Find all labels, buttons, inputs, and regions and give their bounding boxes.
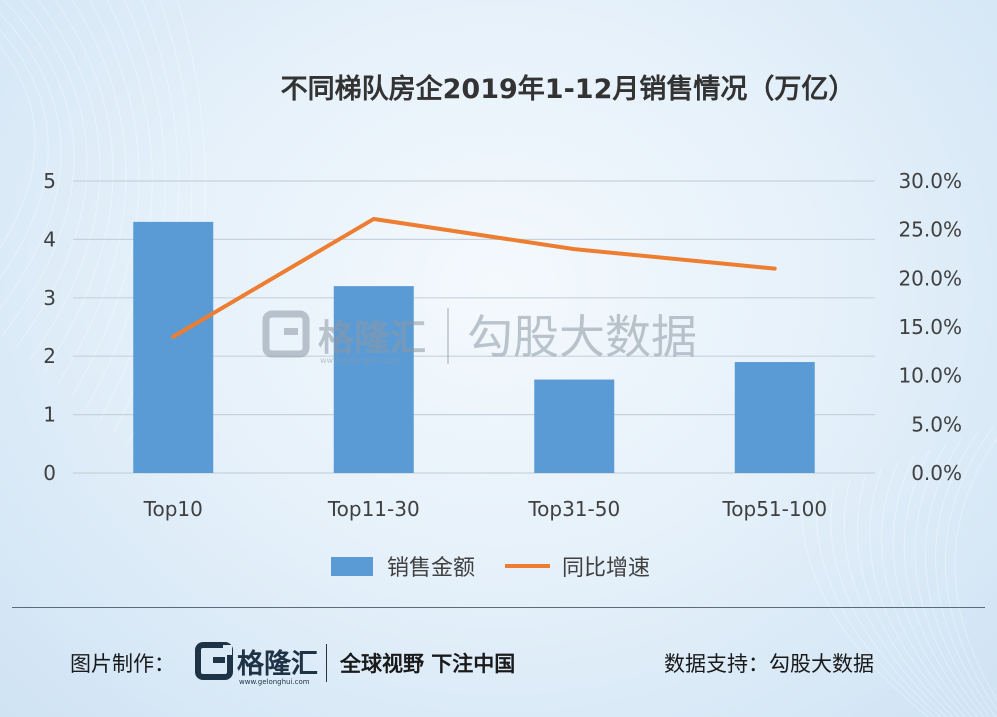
y2-tick-label: 30.0%	[898, 169, 962, 193]
bg-streak	[71, 0, 140, 397]
source-name: 勾股大数据	[769, 652, 874, 676]
watermark-logo-icon	[262, 310, 310, 358]
bg-streak	[869, 467, 960, 717]
watermark-logo-url: www.gelonghui.com	[320, 356, 401, 365]
bg-streak	[99, 0, 166, 421]
logo-g-cut	[223, 645, 232, 655]
bg-streak	[830, 485, 942, 717]
bg-streak	[944, 425, 997, 711]
watermark: 格隆汇 www.gelonghui.com 勾股大数据	[262, 308, 697, 365]
bg-streak	[856, 473, 954, 717]
footer: 图片制作： 格隆汇 www.gelonghui.com 全球视野 下注中国 数据…	[0, 630, 997, 700]
logo-text: 格隆汇	[237, 649, 318, 680]
watermark-logo-text: 格隆汇	[318, 318, 426, 359]
bg-streak	[892, 455, 973, 717]
logo-g-icon	[195, 642, 233, 680]
watermark-source: 勾股大数据	[467, 310, 697, 364]
legend-label-line: 同比增速	[562, 556, 650, 581]
bg-streak	[914, 443, 985, 717]
y-tick-label: 4	[43, 227, 56, 251]
bg-streak	[816, 491, 936, 717]
bg-streak	[0, 45, 36, 249]
y2-tick-label: 15.0%	[898, 315, 962, 339]
bg-streak	[1, 0, 75, 337]
chart-title: 不同梯队房企2019年1-12月销售情况（万亿）	[281, 73, 856, 105]
bg-streak	[924, 437, 991, 717]
x-tick-label: Top51-100	[721, 497, 827, 521]
legend-swatch-bar	[331, 557, 373, 576]
x-tick-label: Top10	[143, 497, 203, 521]
y2-tick-label: 25.0%	[898, 218, 962, 242]
y2-tick-label: 10.0%	[898, 364, 962, 388]
y-tick-label: 0	[43, 461, 56, 485]
y-tick-label: 2	[43, 344, 56, 368]
watermark-logo-gap	[284, 328, 298, 335]
y2-tick-label: 5.0%	[911, 412, 962, 436]
bg-streak	[954, 436, 997, 701]
x-axis: Top10 Top11-30 Top31-50 Top51-100	[143, 497, 827, 521]
slogan: 全球视野 下注中国	[340, 652, 516, 676]
bar-series	[133, 221, 815, 473]
bg-streak	[881, 461, 966, 717]
y-tick-label: 1	[43, 403, 56, 427]
bg-streak	[903, 449, 979, 717]
footer-separator	[326, 644, 327, 682]
y-tick-label: 5	[43, 169, 56, 193]
logo-g-gap	[213, 657, 225, 663]
bg-streak	[57, 0, 127, 385]
logo-url: www.gelonghui.com	[239, 678, 310, 686]
credit-label: 图片制作：	[70, 652, 175, 676]
line-series	[171, 216, 777, 339]
bg-streak	[801, 497, 930, 717]
x-tick-label: Top11-30	[327, 497, 420, 521]
bg-streak	[0, 12, 62, 310]
bg-streak	[29, 0, 101, 361]
bg-streak	[43, 0, 114, 373]
gelonghui-logo: 格隆汇 www.gelonghui.com	[195, 642, 318, 686]
source-label: 数据支持：	[664, 652, 769, 676]
y-tick-label: 3	[43, 286, 56, 310]
bg-streak	[85, 0, 153, 409]
legend: 销售金额 同比增速	[331, 556, 650, 581]
y2-tick-label: 20.0%	[898, 266, 962, 290]
legend-label-bar: 销售金额	[387, 556, 475, 581]
footer-divider	[12, 607, 985, 608]
bar	[333, 286, 414, 473]
x-tick-label: Top31-50	[527, 497, 620, 521]
y-axis-left: 0 1 2 3 4 5	[43, 169, 56, 485]
y-axis-right: 0.0% 5.0% 10.0% 15.0% 20.0% 25.0% 30.0%	[898, 169, 962, 485]
bar	[734, 362, 815, 473]
bar	[534, 379, 615, 473]
y2-tick-label: 0.0%	[911, 461, 962, 485]
bg-streak	[843, 479, 948, 717]
bg-streak	[935, 431, 997, 717]
growth-line	[171, 216, 777, 339]
bg-streak	[15, 0, 88, 349]
source-credit: 数据支持：勾股大数据	[664, 648, 874, 678]
bg-streak	[0, 29, 49, 280]
bar	[133, 221, 214, 473]
